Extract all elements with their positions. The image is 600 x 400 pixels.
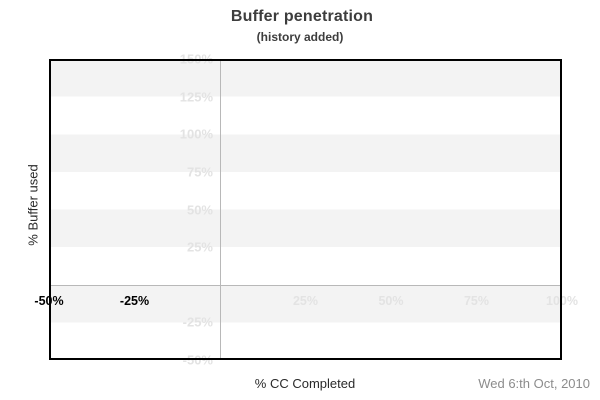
y-tick-label: 100% xyxy=(179,126,213,142)
x-axis-title: % CC Completed xyxy=(254,376,356,391)
x-tick-label: 75% xyxy=(463,294,490,308)
x-tick-label: 25% xyxy=(292,294,319,308)
x-tick-labels: -50% -25% 25% 50% 75% 100% xyxy=(34,59,578,360)
chart-subtitle: (history added) xyxy=(256,30,344,44)
y-tick-label: -50% xyxy=(182,352,213,368)
chart-title: Buffer penetration xyxy=(230,8,374,25)
y-tick-label: 75% xyxy=(186,164,213,180)
y-tick-label: -25% xyxy=(182,314,213,330)
plot-area: 150% 125% 100% 75% 50% 25% -25% -50% -50% -25% 25… xyxy=(34,53,578,367)
y-tick-labels: 150% 125% 100% 75% 50% 25% -25% -50% xyxy=(49,53,562,367)
y-tick-label: 50% xyxy=(186,202,213,217)
zero-x-gridline xyxy=(219,59,221,360)
x-tick-label: -25% xyxy=(119,294,150,308)
y-tick-label: 25% xyxy=(186,239,213,255)
x-tick-label: 100% xyxy=(546,294,578,308)
y-axis-title: % Buffer used xyxy=(25,164,41,246)
x-tick-label: -50% xyxy=(34,294,64,308)
x-tick-label: 50% xyxy=(378,294,404,308)
zero-y-gridline xyxy=(49,284,562,286)
date-label: Wed 6:th Oct, 2010 xyxy=(478,376,590,391)
y-tick-label: 125% xyxy=(179,89,213,105)
